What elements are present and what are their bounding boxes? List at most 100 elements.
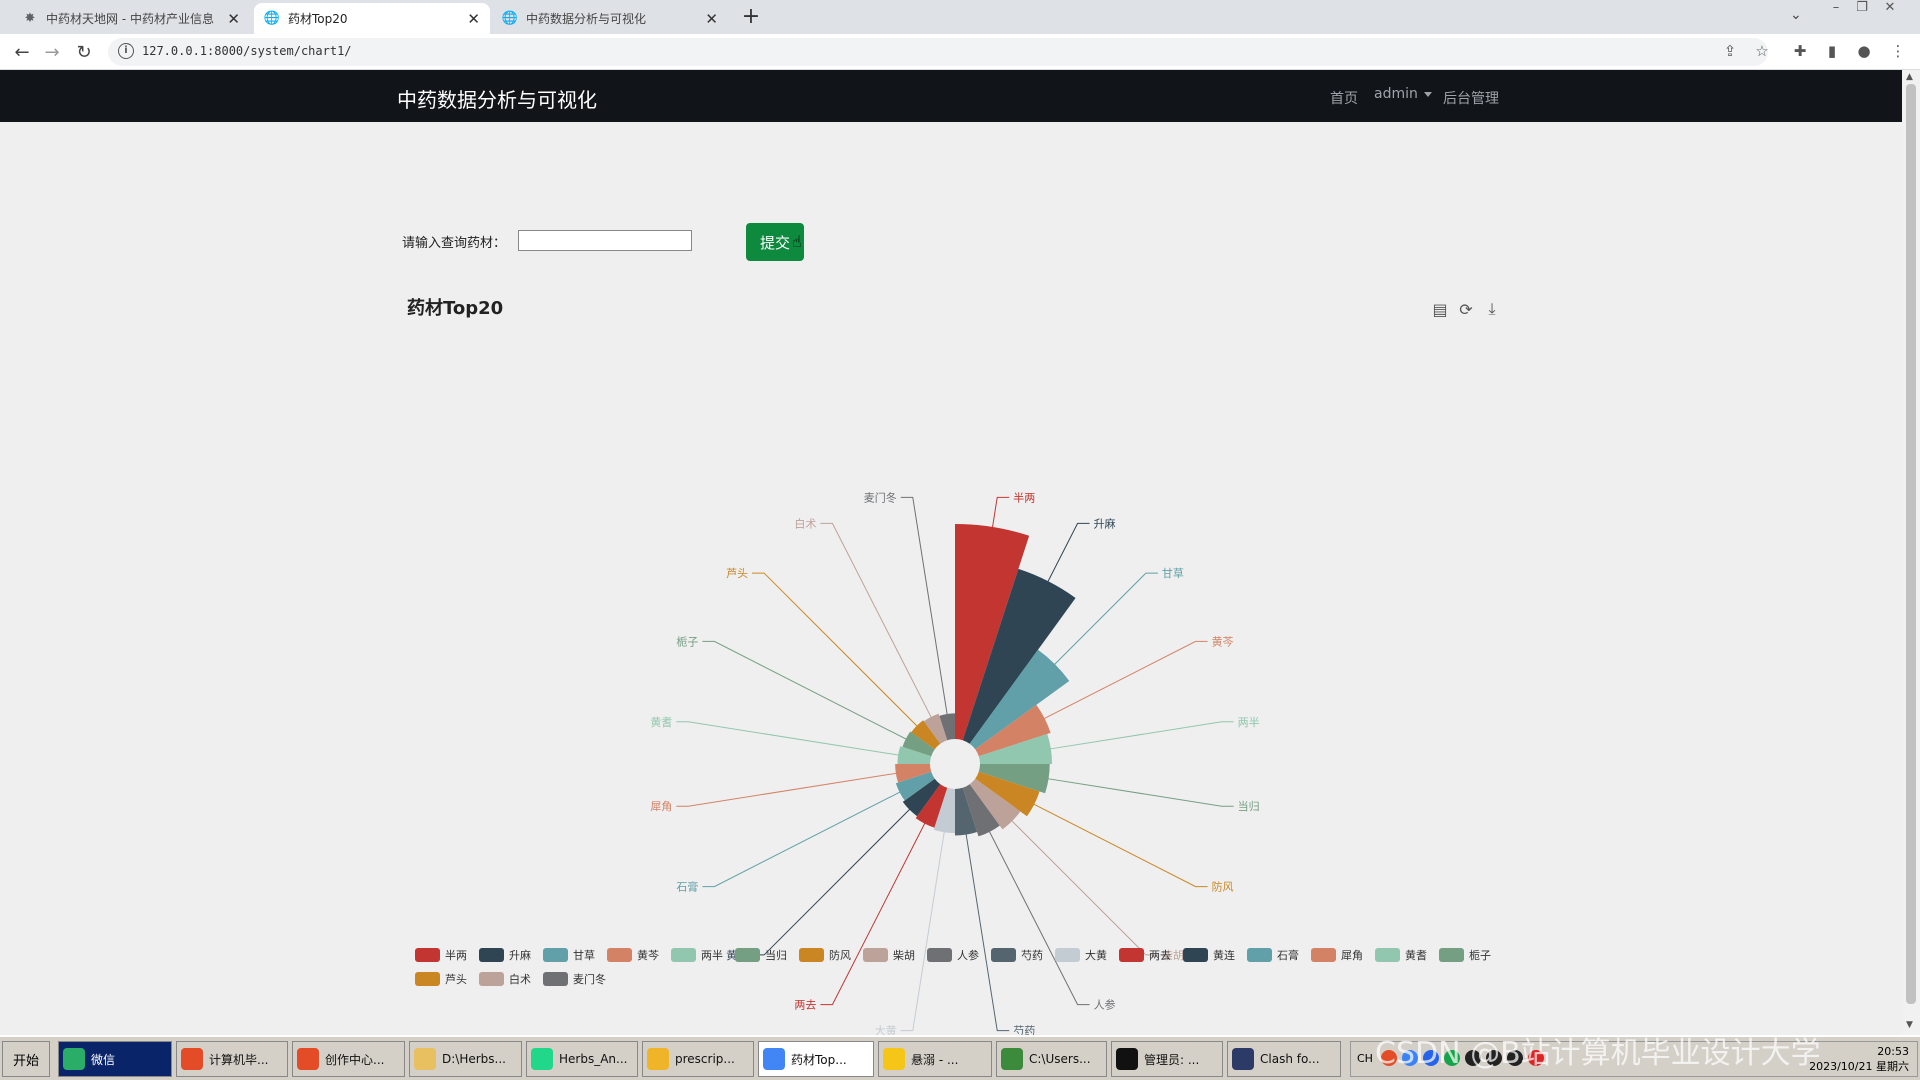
legend-item[interactable]: 犀角 <box>1311 947 1363 963</box>
rose-slice[interactable] <box>902 731 935 757</box>
menu-kebab-icon[interactable]: ⋮ <box>1890 42 1906 60</box>
tray-shield-icon[interactable] <box>1423 1050 1439 1066</box>
minimize-icon[interactable]: – <box>1832 0 1840 15</box>
rose-slice[interactable] <box>955 787 978 836</box>
legend-item[interactable]: 甘草 <box>543 947 595 963</box>
rose-slice[interactable] <box>895 764 932 783</box>
address-bar[interactable]: i 127.0.0.1:8000/system/chart1/ <box>108 38 1768 66</box>
legend-item[interactable]: 石膏 <box>1247 947 1299 963</box>
side-panel-icon[interactable]: ▮ <box>1827 42 1837 60</box>
rose-slice[interactable] <box>975 771 1040 817</box>
rose-slice[interactable] <box>895 771 935 801</box>
taskbar-app-button[interactable]: 药材Top... <box>758 1041 874 1077</box>
taskbar-app-button[interactable]: Clash fo... <box>1227 1041 1341 1077</box>
legend-item[interactable]: 当归 <box>735 947 787 963</box>
restore-chart-icon[interactable]: ⟳ <box>1459 299 1473 319</box>
site-info-icon[interactable]: i <box>118 43 134 59</box>
herb-search-input[interactable] <box>518 230 692 251</box>
legend-item[interactable]: 半两 <box>415 947 467 963</box>
watermark-text: CSDN @B站计算机毕业设计大学 <box>1375 1036 1821 1071</box>
rose-slice[interactable] <box>978 764 1050 794</box>
legend-item[interactable]: 升麻 <box>479 947 531 963</box>
legend-item[interactable]: 柴胡 <box>863 947 915 963</box>
site-brand[interactable]: 中药数据分析与可视化 <box>397 88 597 112</box>
rose-slice[interactable] <box>969 778 1021 830</box>
legend-item[interactable]: 芦头 <box>415 971 467 987</box>
taskbar-app-button[interactable]: 悬溺 - ... <box>878 1041 992 1077</box>
tray-volume-icon[interactable] <box>1528 1050 1544 1066</box>
tray-qq-icon[interactable] <box>1507 1050 1523 1066</box>
legend-item[interactable]: 黄连 <box>1183 947 1235 963</box>
profile-avatar-icon[interactable]: ● <box>1857 42 1871 60</box>
rose-slice[interactable] <box>915 784 948 828</box>
tab-herbs-site[interactable]: ✸ 中药材天地网 - 中药材产业信息 ✕ <box>12 3 250 34</box>
legend-item[interactable]: 人参 <box>927 947 979 963</box>
tab-top20[interactable]: 🌐 药材Top20 ✕ <box>254 3 490 34</box>
legend-item[interactable]: 芍药 <box>991 947 1043 963</box>
legend-item[interactable]: 大黄 <box>1055 947 1107 963</box>
taskbar-app-button[interactable]: C:\Users... <box>996 1041 1107 1077</box>
reload-icon[interactable]: ↻ <box>76 41 92 63</box>
save-image-icon[interactable]: ⤓ <box>1488 299 1496 318</box>
nav-user-dropdown[interactable]: admin <box>1374 86 1432 102</box>
rose-slice[interactable] <box>978 734 1053 764</box>
legend-swatch <box>735 948 760 962</box>
close-window-icon[interactable]: ✕ <box>1884 0 1896 15</box>
taskbar-app-button[interactable]: 微信 <box>58 1041 172 1077</box>
bookmark-star-icon[interactable]: ☆ <box>1755 42 1769 60</box>
taskbar-app-button[interactable]: 创作中心... <box>292 1041 405 1077</box>
rose-slice[interactable] <box>962 568 1076 744</box>
taskbar-app-button[interactable]: 管理员: ... <box>1111 1041 1223 1077</box>
scroll-down-icon[interactable]: ▼ <box>1906 1020 1913 1030</box>
close-tab-icon[interactable]: ✕ <box>467 9 480 28</box>
input-language[interactable]: CH <box>1357 1052 1373 1065</box>
rose-slice[interactable] <box>975 704 1051 757</box>
close-tab-icon[interactable]: ✕ <box>227 9 240 28</box>
legend-item[interactable]: 两去 <box>1119 947 1171 963</box>
rose-slice[interactable] <box>962 784 1000 837</box>
share-icon[interactable]: ⇪ <box>1723 42 1737 60</box>
legend-item[interactable]: 栀子 <box>1439 947 1491 963</box>
forward-arrow-icon[interactable]: → <box>44 41 60 63</box>
tray-app-icon[interactable] <box>1381 1050 1397 1066</box>
taskbar-clock[interactable]: 20:53 2023/10/21 星期六 <box>1809 1044 1909 1074</box>
tab-analysis[interactable]: 🌐 中药数据分析与可视化 ✕ <box>492 3 728 34</box>
nav-user-label: admin <box>1374 86 1418 102</box>
taskbar-app-button[interactable]: D:\Herbs... <box>409 1041 522 1077</box>
tray-status-icon[interactable] <box>1444 1050 1460 1066</box>
legend-item[interactable]: 黄耆 <box>1375 947 1427 963</box>
close-tab-icon[interactable]: ✕ <box>705 9 718 28</box>
new-tab-button[interactable]: + <box>741 4 761 29</box>
rose-slice[interactable] <box>897 746 932 764</box>
rose-slice[interactable] <box>923 713 948 744</box>
page-scrollbar[interactable]: ▲ ▼ <box>1902 70 1920 1035</box>
restore-icon[interactable]: ❐ <box>1856 0 1868 15</box>
rose-slice[interactable] <box>969 649 1070 750</box>
tab-search-chevron-icon[interactable]: ⌄ <box>1790 7 1802 23</box>
nav-admin-link[interactable]: 后台管理 <box>1443 91 1499 107</box>
legend-item[interactable]: 两半 <box>671 947 723 963</box>
slice-label: 麦门冬 <box>864 490 897 504</box>
rose-slice[interactable] <box>939 713 955 741</box>
taskbar-app-button[interactable]: prescrip... <box>642 1041 754 1077</box>
extensions-icon[interactable]: ✚ <box>1793 42 1807 60</box>
taskbar-app-label: 微信 <box>91 1052 116 1067</box>
taskbar-app-button[interactable]: 计算机毕... <box>176 1041 288 1077</box>
tray-network-icon[interactable] <box>1402 1050 1418 1066</box>
taskbar-app-button[interactable]: Herbs_An... <box>526 1041 638 1077</box>
data-view-icon[interactable]: ▤ <box>1432 299 1448 319</box>
legend-item[interactable]: 麦门冬 <box>543 971 606 987</box>
scroll-up-icon[interactable]: ▲ <box>1906 72 1913 82</box>
scroll-thumb[interactable] <box>1906 84 1916 1004</box>
tray-qq-icon[interactable] <box>1465 1050 1481 1066</box>
submit-button[interactable]: 提交 <box>746 223 804 261</box>
legend-item[interactable]: 白术 <box>479 971 531 987</box>
tray-qq-icon[interactable] <box>1486 1050 1502 1066</box>
legend-item[interactable]: 防风 <box>799 947 851 963</box>
rose-slice[interactable] <box>955 524 1030 741</box>
rose-slice[interactable] <box>933 787 955 834</box>
legend-item[interactable]: 黄芩 <box>607 947 659 963</box>
nav-home-link[interactable]: 首页 <box>1330 91 1358 107</box>
back-arrow-icon[interactable]: ← <box>14 41 30 63</box>
start-button[interactable]: 开始 <box>2 1041 50 1077</box>
